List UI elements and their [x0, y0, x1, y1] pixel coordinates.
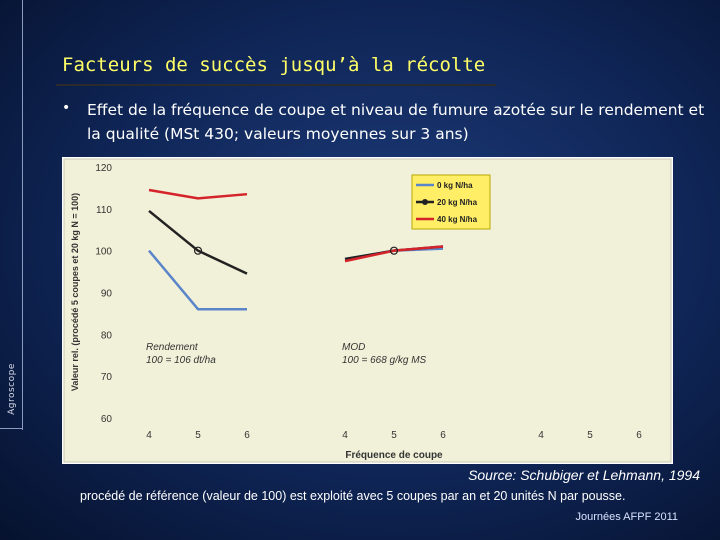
- y-tick-label: 90: [101, 289, 113, 300]
- slide-subtitle: Effet de la fréquence de coupe et niveau…: [87, 101, 705, 143]
- chart-panel: 60 70 80 90 100 110 120 Valeur rel. (procédé 5 …: [62, 157, 673, 464]
- series-line: [344, 245, 444, 263]
- source-citation: Source: Schubiger et Lehmann, 1994: [468, 467, 700, 483]
- legend-entry: 40 kg N/ha: [437, 215, 478, 224]
- y-tick-label: 100: [95, 247, 112, 258]
- line-chart: 60 70 80 90 100 110 120 Valeur rel. (procédé 5 …: [62, 157, 673, 464]
- plot-area: [63, 158, 672, 463]
- x-tick-label: 6: [440, 430, 446, 441]
- legend-entry: 20 kg N/ha: [437, 198, 478, 207]
- side-rule: [22, 0, 23, 430]
- x-tick-label: 4: [538, 430, 544, 441]
- title-underline: [56, 84, 496, 86]
- brand-logo-text: Agroscope: [6, 363, 17, 415]
- group-label: MOD: [342, 342, 365, 353]
- x-tick-label: 5: [587, 430, 593, 441]
- group-label: Rendement: [146, 342, 199, 353]
- x-tick-label: 5: [195, 430, 201, 441]
- x-tick-label: 4: [342, 430, 348, 441]
- slide-title: Facteurs de succès jusqu’à la récolte: [62, 54, 486, 76]
- y-tick-label: 120: [95, 163, 112, 174]
- bullet-marker: •: [62, 100, 71, 116]
- x-tick-label: 6: [244, 430, 250, 441]
- x-axis-label: Fréquence de coupe: [345, 450, 443, 461]
- group-note: 100 = 668 g/kg MS: [342, 355, 427, 366]
- series-line: [148, 209, 248, 275]
- x-tick-label: 6: [636, 430, 642, 441]
- y-tick-label: 110: [96, 205, 112, 216]
- series-line: [148, 188, 248, 200]
- legend-swatch-marker: [422, 199, 428, 205]
- y-axis-label: Valeur rel. (procédé 5 coupes et 20 kg N…: [70, 193, 80, 391]
- event-footer: Journées AFPF 2011: [575, 511, 678, 523]
- series-line: [148, 249, 247, 311]
- legend-entry: 0 kg N/ha: [437, 181, 473, 190]
- reference-marker: [389, 246, 399, 255]
- x-tick-label: 5: [391, 430, 397, 441]
- y-tick-label: 60: [101, 414, 113, 425]
- reference-footnote: procédé de référence (valeur de 100) est…: [80, 489, 626, 503]
- y-tick-label: 80: [101, 330, 113, 341]
- side-rule-foot: [0, 428, 22, 429]
- x-tick-label: 4: [146, 430, 152, 441]
- reference-marker: [193, 246, 203, 255]
- group-note: 100 = 106 dt/ha: [146, 355, 216, 366]
- y-tick-label: 70: [101, 372, 113, 383]
